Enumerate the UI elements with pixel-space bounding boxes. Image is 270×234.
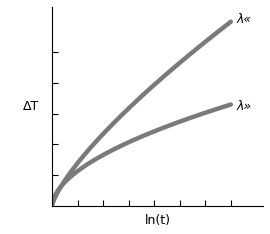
Text: ΔT: ΔT: [23, 100, 39, 113]
Text: λ»: λ»: [236, 100, 251, 113]
X-axis label: ln(t): ln(t): [145, 214, 171, 227]
Text: λ«: λ«: [236, 13, 251, 26]
